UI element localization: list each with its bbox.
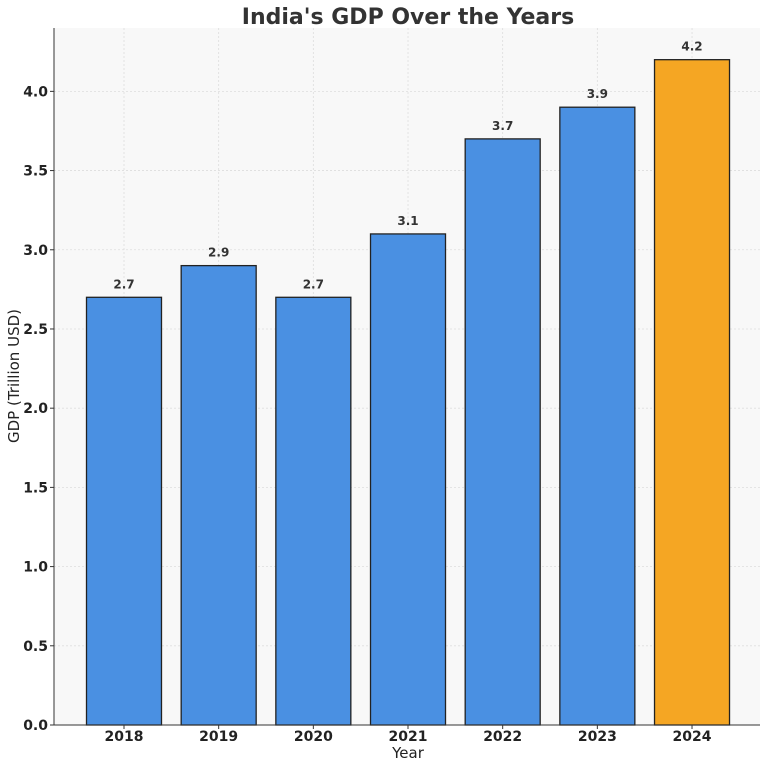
x-tick-label: 2020 xyxy=(294,729,333,745)
bar-2019 xyxy=(180,264,257,726)
x-tick-label: 2023 xyxy=(578,729,617,745)
x-tick-label: 2022 xyxy=(483,729,522,745)
value-label-2020: 2.7 xyxy=(303,277,324,291)
y-tick-label: 4.0 xyxy=(23,84,48,100)
bar-2020 xyxy=(275,296,352,726)
value-label-2021: 3.1 xyxy=(397,214,418,228)
axes xyxy=(53,28,760,726)
x-axis-label: Year xyxy=(391,744,425,762)
x-tick-label: 2019 xyxy=(199,729,238,745)
y-tick-label: 3.0 xyxy=(23,243,48,259)
y-axis-label: GDP (Trillion USD) xyxy=(5,309,23,443)
value-label-2019: 2.9 xyxy=(208,246,229,260)
y-tick-label: 0.0 xyxy=(23,718,48,734)
value-label-2022: 3.7 xyxy=(492,119,513,133)
value-label-2023: 3.9 xyxy=(587,87,608,101)
value-labels: 2.7 2.9 2.7 3.1 3.7 3.9 4.2 xyxy=(113,40,702,292)
y-tick-label: 2.5 xyxy=(23,322,48,338)
bar-2023 xyxy=(559,106,636,726)
y-tick-label: 3.5 xyxy=(23,164,48,180)
x-tick-label: 2021 xyxy=(389,729,428,745)
bar-2022 xyxy=(464,138,541,726)
tick-labels: 0.0 0.5 1.0 1.5 2.0 2.5 3.0 3.5 4.0 2018 2019 2020 2… xyxy=(23,84,712,745)
chart-title: India's GDP Over the Years xyxy=(242,5,574,30)
bar-2021 xyxy=(369,233,447,726)
y-tick-label: 1.0 xyxy=(23,560,48,576)
value-label-2024: 4.2 xyxy=(681,40,702,54)
bar-2018 xyxy=(85,296,163,726)
y-tick-label: 1.5 xyxy=(23,480,48,496)
bar-2024 xyxy=(653,59,731,726)
y-tick-label: 2.0 xyxy=(23,401,48,417)
bars xyxy=(85,59,731,726)
x-tick-label: 2024 xyxy=(673,729,712,745)
x-tick-label: 2018 xyxy=(105,729,144,745)
y-tick-label: 0.5 xyxy=(23,639,48,655)
value-label-2018: 2.7 xyxy=(113,277,134,291)
